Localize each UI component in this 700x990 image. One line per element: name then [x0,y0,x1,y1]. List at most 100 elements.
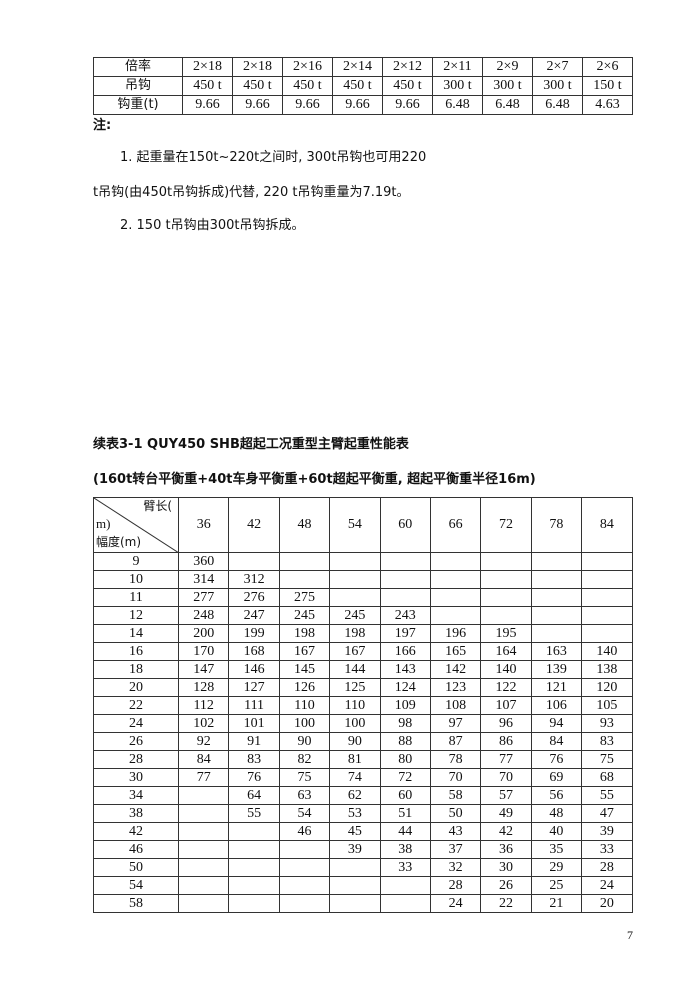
hook-table-cell: 9.66 [232,95,283,115]
capacity-cell: 22 [480,894,532,913]
capacity-cell: 128 [177,678,230,697]
hook-table-cell: 6.48 [482,95,533,115]
capacity-cell: 35 [530,840,583,859]
capacity-cell: 92 [177,732,230,751]
boom-length-header: 48 [278,497,331,553]
hook-table-cell: 6.48 [532,95,583,115]
hook-table-cell: 2×9 [482,57,533,77]
note-2: 2. 150 t吊钩由300t吊钩拆成。 [120,218,305,233]
capacity-cell [329,894,381,913]
hook-table-row: 钩重(t) 9.66 9.66 9.66 9.66 9.66 6.48 6.48 6.48 4.6… [93,95,633,115]
capacity-cell: 163 [530,642,583,661]
capacity-cell [429,570,482,589]
capacity-cell: 101 [228,714,280,733]
capacity-cell: 29 [530,858,583,877]
capacity-cell: 70 [480,768,532,787]
capacity-cell [278,570,331,589]
radius-cell: 28 [93,750,179,769]
capacity-cell [530,570,583,589]
capacity-cell [530,606,583,625]
capacity-cell: 78 [429,750,482,769]
capacity-cell: 170 [177,642,230,661]
capacity-cell [429,606,482,625]
capacity-cell: 140 [480,660,532,679]
hook-table-cell: 9.66 [332,95,383,115]
boom-length-unit: m) [96,516,111,531]
capacity-cell: 56 [530,786,583,805]
capacity-cell: 47 [581,804,633,823]
capacity-cell [278,552,331,571]
capacity-cell: 51 [379,804,431,823]
note-1-line-1: 1. 起重量在150t~220t之间时, 300t吊钩也可用220 [120,150,427,165]
capacity-cell: 314 [177,570,230,589]
capacity-cell: 200 [177,624,230,643]
capacity-cell: 166 [379,642,431,661]
capacity-cell: 91 [228,732,280,751]
note-1-line-2: t吊钩(由450t吊钩拆成)代替, 220 t吊钩重量为7.19t。 [93,185,410,200]
capacity-cell: 46 [278,822,331,841]
capacity-cell: 72 [379,768,431,787]
capacity-cell: 110 [278,696,331,715]
capacity-cell: 120 [581,678,633,697]
capacity-cell: 123 [429,678,482,697]
radius-cell: 18 [93,660,179,679]
capacity-cell: 93 [581,714,633,733]
capacity-cell: 248 [177,606,230,625]
capacity-cell: 28 [581,858,633,877]
hook-table-cell: 2×14 [332,57,383,77]
capacity-cell [177,786,230,805]
diagonal-line [94,498,178,552]
capacity-cell [177,876,230,895]
radius-cell: 58 [93,894,179,913]
radius-cell: 54 [93,876,179,895]
capacity-cell [379,570,431,589]
capacity-cell [480,570,532,589]
capacity-cell: 138 [581,660,633,679]
capacity-cell [530,552,583,571]
capacity-cell: 42 [480,822,532,841]
capacity-cell: 199 [228,624,280,643]
capacity-cell: 198 [329,624,381,643]
radius-cell: 30 [93,768,179,787]
capacity-cell [480,606,532,625]
capacity-cell: 28 [429,876,482,895]
capacity-cell [177,858,230,877]
boom-length-header: 66 [429,497,482,553]
table-row: 18 147 146 145 144 143 142 140 139 138 [93,660,633,679]
capacity-cell: 110 [329,696,381,715]
capacity-cell [379,588,431,607]
capacity-cell [228,552,280,571]
capacity-cell: 165 [429,642,482,661]
load-chart-table: 臂长( m) 幅度(m) 36 42 48 54 60 66 72 78 84 9 360 10 31… [93,497,633,913]
capacity-cell: 360 [177,552,230,571]
capacity-cell: 48 [530,804,583,823]
capacity-cell: 43 [429,822,482,841]
capacity-cell: 50 [429,804,482,823]
capacity-cell: 90 [329,732,381,751]
capacity-cell: 139 [530,660,583,679]
capacity-cell: 20 [581,894,633,913]
capacity-cell [429,552,482,571]
capacity-cell: 58 [429,786,482,805]
capacity-cell: 81 [329,750,381,769]
capacity-cell: 167 [278,642,331,661]
table-row: 9 360 [93,552,633,571]
table-row: 12 248 247 245 245 243 [93,606,633,625]
table-subtitle: (160t转台平衡重+40t车身平衡重+60t超起平衡重, 超起平衡重半径16m… [93,472,536,487]
capacity-cell: 25 [530,876,583,895]
radius-cell: 24 [93,714,179,733]
page-number: 7 [627,928,633,942]
row-header: 钩重(t) [93,95,183,115]
capacity-cell [278,876,331,895]
hook-table-cell: 6.48 [432,95,483,115]
radius-cell: 26 [93,732,179,751]
capacity-cell: 195 [480,624,532,643]
hook-table-cell: 300 t [432,76,483,96]
capacity-cell: 105 [581,696,633,715]
radius-cell: 11 [93,588,179,607]
capacity-cell: 53 [329,804,381,823]
capacity-cell: 83 [581,732,633,751]
capacity-cell: 96 [480,714,532,733]
table-row: 22 112 111 110 110 109 108 107 106 105 [93,696,633,715]
capacity-cell: 312 [228,570,280,589]
